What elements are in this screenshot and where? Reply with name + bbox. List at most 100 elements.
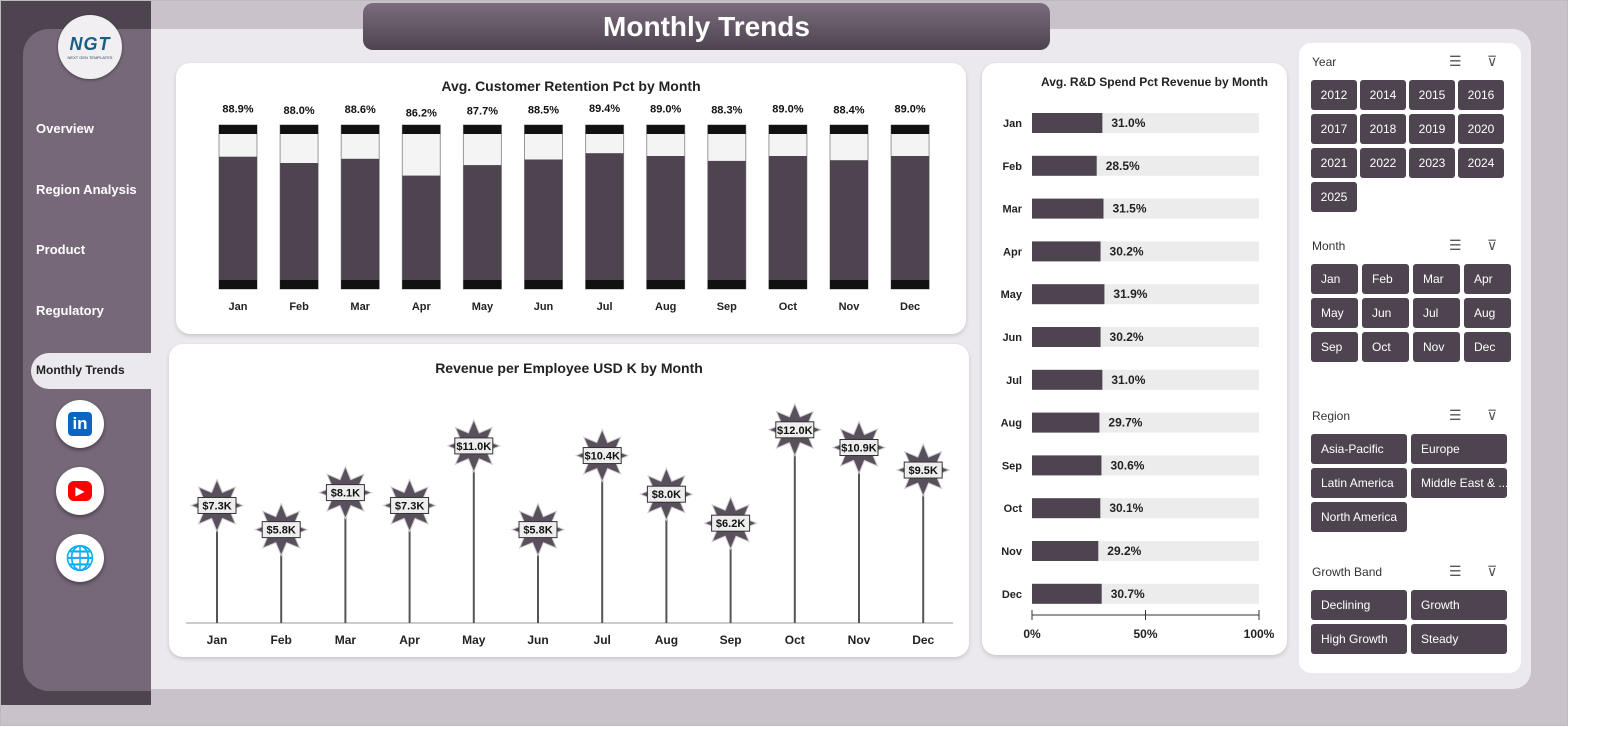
slicer-item[interactable]: 2016 <box>1458 80 1504 110</box>
bar <box>1032 412 1100 433</box>
bar-cap-top <box>585 125 624 134</box>
x-tick-label: Apr <box>399 633 420 647</box>
logo-text: NGT <box>69 34 111 54</box>
multi-select-icon[interactable]: ☰ <box>1449 407 1462 423</box>
label-box <box>390 496 430 514</box>
globe-glyph: 🌐 <box>65 544 95 572</box>
x-tick-label: Nov <box>839 301 861 313</box>
slicer-item[interactable]: Jan <box>1311 264 1358 294</box>
bar <box>219 156 257 289</box>
slicer-item[interactable]: High Growth <box>1311 624 1407 654</box>
slicer-item[interactable]: Europe <box>1411 434 1507 464</box>
label-box <box>325 484 365 502</box>
slicer-item[interactable]: Asia-Pacific <box>1311 434 1407 464</box>
slicer-item[interactable]: 2024 <box>1458 148 1504 178</box>
x-tick-label: Jan <box>207 633 228 647</box>
y-tick-label: Oct <box>1004 503 1023 515</box>
slicer-item[interactable]: Apr <box>1464 264 1511 294</box>
slicer-title-growth-band: Growth Band <box>1312 565 1383 579</box>
revenue-chart-title: Revenue per Employee USD K by Month <box>435 360 703 376</box>
multi-select-icon[interactable]: ☰ <box>1449 53 1462 69</box>
bar-cap-bottom <box>891 280 930 289</box>
bar <box>707 160 746 289</box>
data-label: 30.7% <box>1111 587 1145 601</box>
slicer-item[interactable]: Jun <box>1362 298 1409 328</box>
data-label: 31.0% <box>1111 116 1145 130</box>
nav-region-analysis[interactable]: Region Analysis <box>36 182 137 197</box>
slicer-item[interactable]: 2025 <box>1311 182 1357 212</box>
label-box <box>197 496 237 514</box>
data-label: $5.8K <box>523 525 552 537</box>
clear-filter-icon[interactable]: ⊽ <box>1487 53 1498 69</box>
x-tick-label: Sep <box>717 301 737 313</box>
label-box <box>646 485 686 503</box>
slicer-item[interactable]: 2017 <box>1311 114 1357 144</box>
slicer-item[interactable]: Sep <box>1311 332 1358 362</box>
label-box <box>711 514 751 532</box>
slicer-item[interactable]: Latin America <box>1311 468 1407 498</box>
multi-select-icon[interactable]: ☰ <box>1449 237 1462 253</box>
bar-cap-top <box>524 125 563 134</box>
bar <box>1032 369 1103 390</box>
data-label: 88.5% <box>528 104 559 116</box>
slicer-item[interactable]: 2012 <box>1311 80 1357 110</box>
data-label: 30.6% <box>1110 458 1144 472</box>
bar <box>463 165 502 289</box>
slicer-item[interactable]: 2023 <box>1409 148 1455 178</box>
globe-icon[interactable]: 🌐 <box>56 534 104 582</box>
slicer-item[interactable]: May <box>1311 298 1358 328</box>
bar-cap-top <box>891 125 930 134</box>
slicer-item[interactable]: 2019 <box>1409 114 1455 144</box>
slicer-item[interactable]: 2018 <box>1360 114 1406 144</box>
clear-filter-icon[interactable]: ⊽ <box>1487 407 1498 423</box>
slicer-item[interactable]: Steady <box>1411 624 1507 654</box>
slicer-item[interactable]: Feb <box>1362 264 1409 294</box>
youtube-icon[interactable]: ▶ <box>56 467 104 515</box>
slicer-item[interactable]: North America <box>1311 502 1407 532</box>
bar-cap-top <box>768 125 807 134</box>
data-label: 88.6% <box>345 104 376 116</box>
bar-cap-bottom <box>341 280 380 289</box>
slicer-item[interactable]: 2021 <box>1311 148 1357 178</box>
slicer-item[interactable]: Growth <box>1411 590 1507 620</box>
multi-select-icon[interactable]: ☰ <box>1449 563 1462 579</box>
slicer-item[interactable]: 2014 <box>1360 80 1406 110</box>
slicer-item[interactable]: Middle East & ... <box>1411 468 1507 498</box>
bar <box>585 153 624 289</box>
nav-regulatory[interactable]: Regulatory <box>36 303 104 318</box>
rd-chart: 31.0% Jan 28.5% Feb 31.5% Mar 30.2% Apr 31.9% May… <box>1001 113 1275 641</box>
slicer-item[interactable]: 2022 <box>1360 148 1406 178</box>
label-box <box>582 447 622 465</box>
clear-filter-icon[interactable]: ⊽ <box>1487 563 1498 579</box>
slicer-item[interactable]: Nov <box>1413 332 1460 362</box>
revenue-chart: $7.3K Jan $5.8K Feb $8.1K Mar $7.3K Apr $11.0K Ma… <box>186 402 953 647</box>
data-label: 31.9% <box>1113 287 1147 301</box>
slicer-item[interactable]: Aug <box>1464 298 1511 328</box>
x-tick-label: Apr <box>412 301 432 313</box>
x-tick-label: Sep <box>720 633 742 647</box>
bar <box>768 156 807 289</box>
y-tick-label: Apr <box>1003 246 1023 258</box>
slicer-item[interactable]: Mar <box>1413 264 1460 294</box>
slicer-item[interactable]: Jul <box>1413 298 1460 328</box>
slicer-item[interactable]: Oct <box>1362 332 1409 362</box>
bar-cap-bottom <box>646 280 685 289</box>
slicer-item[interactable]: Declining <box>1311 590 1407 620</box>
nav-overview[interactable]: Overview <box>36 121 94 136</box>
nav-monthly-trends[interactable]: Monthly Trends <box>31 353 151 389</box>
dashboard-frame: NGT NEXT GEN TEMPLATES Overview Region An… <box>0 0 1568 726</box>
slicer-title-region: Region <box>1312 409 1351 423</box>
x-tick-label: Dec <box>900 301 920 313</box>
bar-cap-top <box>707 125 746 134</box>
nav-product[interactable]: Product <box>36 242 86 257</box>
slicer-item[interactable]: Dec <box>1464 332 1511 362</box>
slicer-item[interactable]: 2015 <box>1409 80 1455 110</box>
bar-cap-top <box>402 125 441 134</box>
slicer-item[interactable]: 2020 <box>1458 114 1504 144</box>
clear-filter-icon[interactable]: ⊽ <box>1487 237 1498 253</box>
bar-cap-bottom <box>707 280 746 289</box>
slicer-title-month: Month <box>1312 239 1346 253</box>
data-label: 29.2% <box>1107 544 1141 558</box>
linkedin-icon[interactable]: in <box>56 400 104 448</box>
y-tick-label: Aug <box>1001 418 1022 430</box>
